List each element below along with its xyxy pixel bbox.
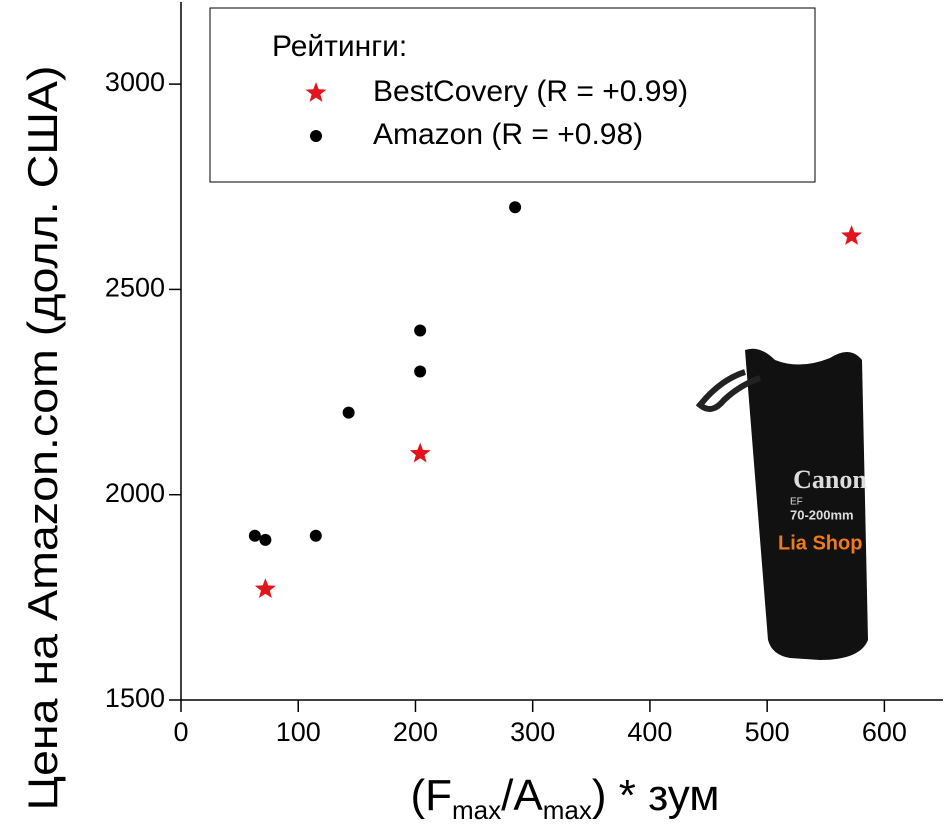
legend-label: BestCovery (R = +0.99) [373, 75, 688, 108]
legend-marker [305, 82, 327, 102]
dot-marker [509, 201, 522, 214]
legend-box [209, 7, 816, 183]
x-label-part: ) * зум [592, 771, 720, 820]
x-label-part: /A [501, 771, 543, 820]
dot-marker [248, 529, 261, 542]
photo-text: Canon [793, 465, 867, 494]
star-marker [254, 578, 276, 598]
dot-marker [414, 365, 427, 378]
dot-marker [342, 406, 355, 419]
legend-title: Рейтинги: [272, 30, 407, 63]
photo-text: 70-200mm [790, 507, 854, 522]
y-axis-label: Цена на Amazon.com (долл. США) [19, 66, 66, 811]
dot-marker [414, 324, 427, 337]
product-photo: Canon EF 70-200mm Lia Shop [695, 348, 868, 660]
x-label-part: (F [410, 771, 452, 820]
y-tick-label: 2000 [105, 478, 165, 508]
star-marker [409, 442, 431, 463]
y-tick-label: 1500 [105, 683, 165, 713]
x-tick-label: 600 [862, 717, 907, 747]
x-tick-label: 400 [627, 717, 672, 747]
x-tick-label: 100 [276, 717, 321, 747]
legend-label: Amazon (R = +0.98) [373, 118, 643, 151]
photo-text: Lia Shop [778, 532, 862, 554]
bag [745, 348, 868, 660]
y-tick-label: 3000 [105, 67, 165, 97]
x-axis-label: (Fmax/Amax) * зум [410, 771, 719, 825]
bag-clip [695, 369, 762, 412]
star-marker [841, 225, 862, 245]
x-tick-label: 200 [393, 717, 438, 747]
x-tick-label: 0 [173, 717, 188, 747]
dot-marker [309, 529, 322, 542]
photo-text: EF [790, 497, 803, 508]
legend-marker [310, 130, 322, 142]
x-label-subscript: max [543, 795, 592, 825]
x-label-subscript: max [452, 795, 501, 825]
x-tick-label: 500 [745, 717, 790, 747]
x-tick-label: 300 [510, 717, 555, 747]
dot-marker [259, 533, 272, 546]
y-tick-label: 2500 [105, 273, 165, 303]
